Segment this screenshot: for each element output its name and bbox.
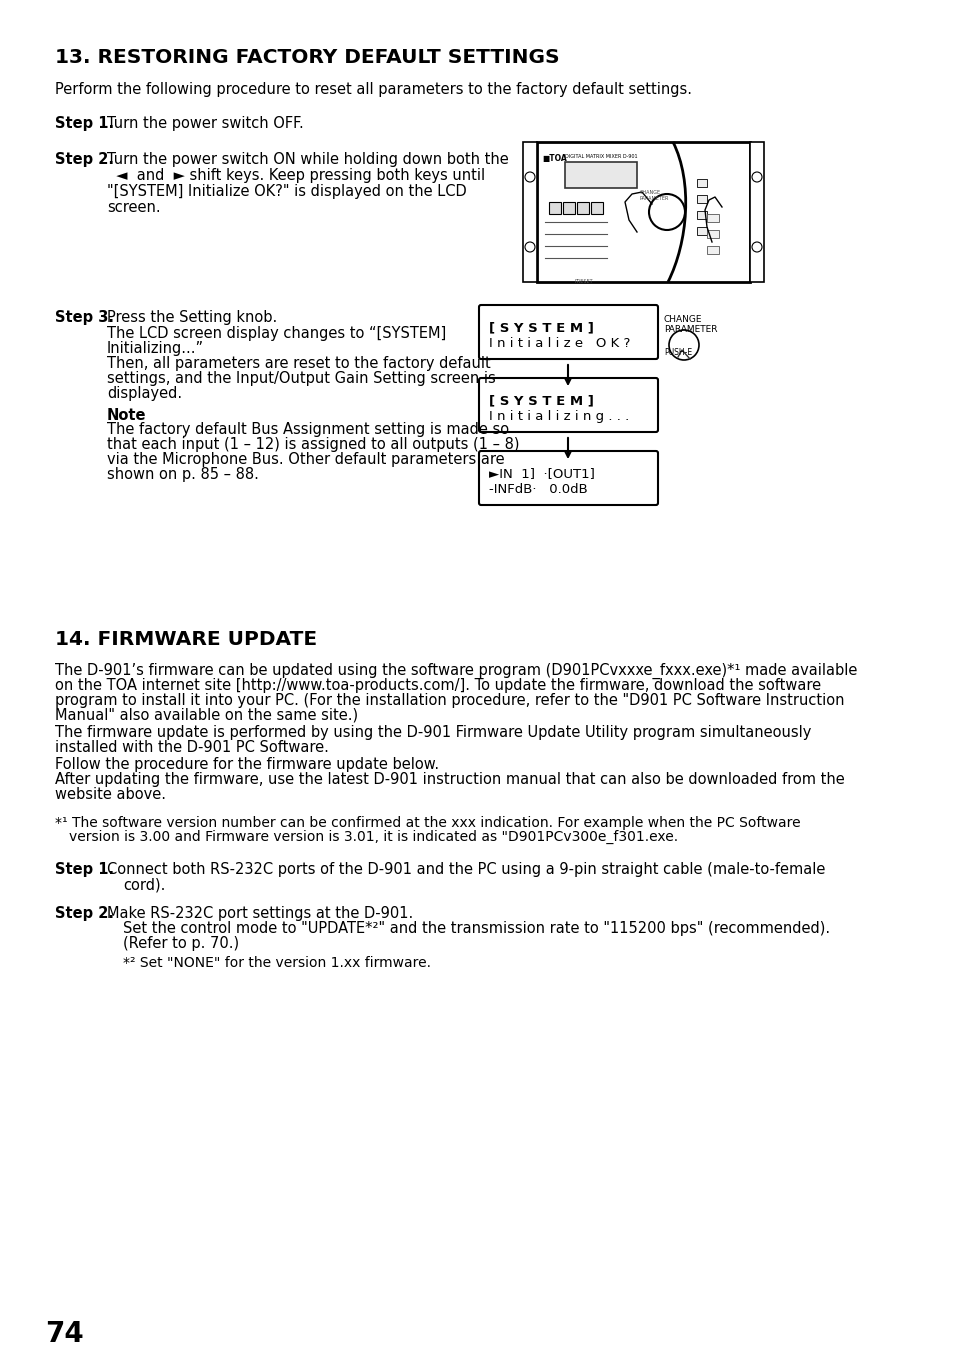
Text: After updating the firmware, use the latest D-901 instruction manual that can al: After updating the firmware, use the lat… [55,771,843,788]
Text: 13. RESTORING FACTORY DEFAULT SETTINGS: 13. RESTORING FACTORY DEFAULT SETTINGS [55,49,559,68]
Text: website above.: website above. [55,788,166,802]
Text: -INFdB·   0.0dB: -INFdB· 0.0dB [489,484,587,496]
Text: Step 3.: Step 3. [55,309,113,326]
Text: on the TOA internet site [http://www.toa-products.com/]. To update the firmware,: on the TOA internet site [http://www.toa… [55,678,821,693]
Text: ■TOA: ■TOA [541,154,566,163]
Bar [697,211,706,219]
Text: (Refer to p. 70.): (Refer to p. 70.) [123,936,239,951]
Text: shown on p. 85 – 88.: shown on p. 85 – 88. [107,467,258,482]
Text: installed with the D-901 PC Software.: installed with the D-901 PC Software. [55,740,329,755]
Text: Step 1.: Step 1. [55,862,114,877]
Bar [706,230,719,238]
Text: version is 3.00 and Firmware version is 3.01, it is indicated as "D901PCv300e_f3: version is 3.00 and Firmware version is … [69,830,678,844]
Text: *¹ The software version number can be confirmed at the xxx indication. For examp: *¹ The software version number can be co… [55,816,800,830]
Bar [548,203,560,213]
Text: "[SYSTEM] Initialize OK?" is displayed on the LCD: "[SYSTEM] Initialize OK?" is displayed o… [107,184,466,199]
FancyBboxPatch shape [478,305,658,359]
Text: DIGITAL MATRIX MIXER D-901: DIGITAL MATRIX MIXER D-901 [564,154,637,159]
Text: Step 1.: Step 1. [55,116,114,131]
Text: Manual" also available on the same site.): Manual" also available on the same site.… [55,708,357,723]
Text: displayed.: displayed. [107,386,182,401]
Text: PUSH-E: PUSH-E [663,349,691,357]
Text: Initializing...”: Initializing...” [107,340,204,357]
Text: Connect both RS-232C ports of the D-901 and the PC using a 9-pin straight cable : Connect both RS-232C ports of the D-901 … [107,862,824,877]
Bar [697,178,706,186]
Text: that each input (1 – 12) is assigned to all outputs (1 – 8): that each input (1 – 12) is assigned to … [107,436,519,453]
Text: Set the control mode to "UPDATE*²" and the transmission rate to "115200 bps" (re: Set the control mode to "UPDATE*²" and t… [123,921,829,936]
Text: Make RS-232C port settings at the D-901.: Make RS-232C port settings at the D-901. [107,907,413,921]
Text: I n i t i a l i z e   O K ?: I n i t i a l i z e O K ? [489,336,630,350]
Bar [522,142,537,282]
Text: Step 2.: Step 2. [55,153,113,168]
Bar [749,142,763,282]
Text: CHANGE: CHANGE [663,315,701,324]
Text: PARAMETER: PARAMETER [663,326,717,334]
Bar [706,246,719,254]
Text: [ S Y S T E M ]: [ S Y S T E M ] [489,394,594,407]
FancyBboxPatch shape [537,142,749,282]
Text: [ S Y S T E M ]: [ S Y S T E M ] [489,322,594,334]
Bar [577,203,588,213]
Text: The firmware update is performed by using the D-901 Firmware Update Utility prog: The firmware update is performed by usin… [55,725,810,740]
Bar [697,195,706,203]
Text: 14. FIRMWARE UPDATE: 14. FIRMWARE UPDATE [55,630,316,648]
Text: Follow the procedure for the firmware update below.: Follow the procedure for the firmware up… [55,757,438,771]
Text: Press the Setting knob.: Press the Setting knob. [107,309,277,326]
Text: ►IN  1]  ·[OUT1]: ►IN 1] ·[OUT1] [489,467,595,480]
FancyBboxPatch shape [478,378,658,432]
Bar [590,203,602,213]
Text: program to install it into your PC. (For the installation procedure, refer to th: program to install it into your PC. (For… [55,693,843,708]
Text: cord).: cord). [123,877,165,892]
Bar [706,213,719,222]
Text: settings, and the Input/Output Gain Setting screen is: settings, and the Input/Output Gain Sett… [107,372,496,386]
Text: Turn the power switch OFF.: Turn the power switch OFF. [107,116,303,131]
Text: I n i t i a l i z i n g . . .: I n i t i a l i z i n g . . . [489,409,629,423]
Text: *² Set "NONE" for the version 1.xx firmware.: *² Set "NONE" for the version 1.xx firmw… [123,957,431,970]
Text: via the Microphone Bus. Other default parameters are: via the Microphone Bus. Other default pa… [107,453,504,467]
Text: Perform the following procedure to reset all parameters to the factory default s: Perform the following procedure to reset… [55,82,691,97]
Text: Note: Note [107,408,147,423]
Bar [562,203,575,213]
Text: Step 2.: Step 2. [55,907,113,921]
Text: The D-901’s firmware can be updated using the software program (D901PCvxxxe_fxxx: The D-901’s firmware can be updated usin… [55,663,857,680]
Text: Then, all parameters are reset to the factory default: Then, all parameters are reset to the fa… [107,357,490,372]
Text: ◄  and  ► shift keys. Keep pressing both keys until: ◄ and ► shift keys. Keep pressing both k… [107,168,485,182]
Text: The LCD screen display changes to “[SYSTEM]: The LCD screen display changes to “[SYST… [107,326,446,340]
Bar [697,227,706,235]
Text: Turn the power switch ON while holding down both the: Turn the power switch ON while holding d… [107,153,508,168]
Text: 74: 74 [45,1320,84,1348]
Text: CHANGE
PARAMETER: CHANGE PARAMETER [639,190,669,201]
FancyBboxPatch shape [478,451,658,505]
Text: PRESET: PRESET [575,280,593,284]
Text: The factory default Bus Assignment setting is made so: The factory default Bus Assignment setti… [107,422,509,436]
Text: screen.: screen. [107,200,160,215]
Bar [564,162,637,188]
